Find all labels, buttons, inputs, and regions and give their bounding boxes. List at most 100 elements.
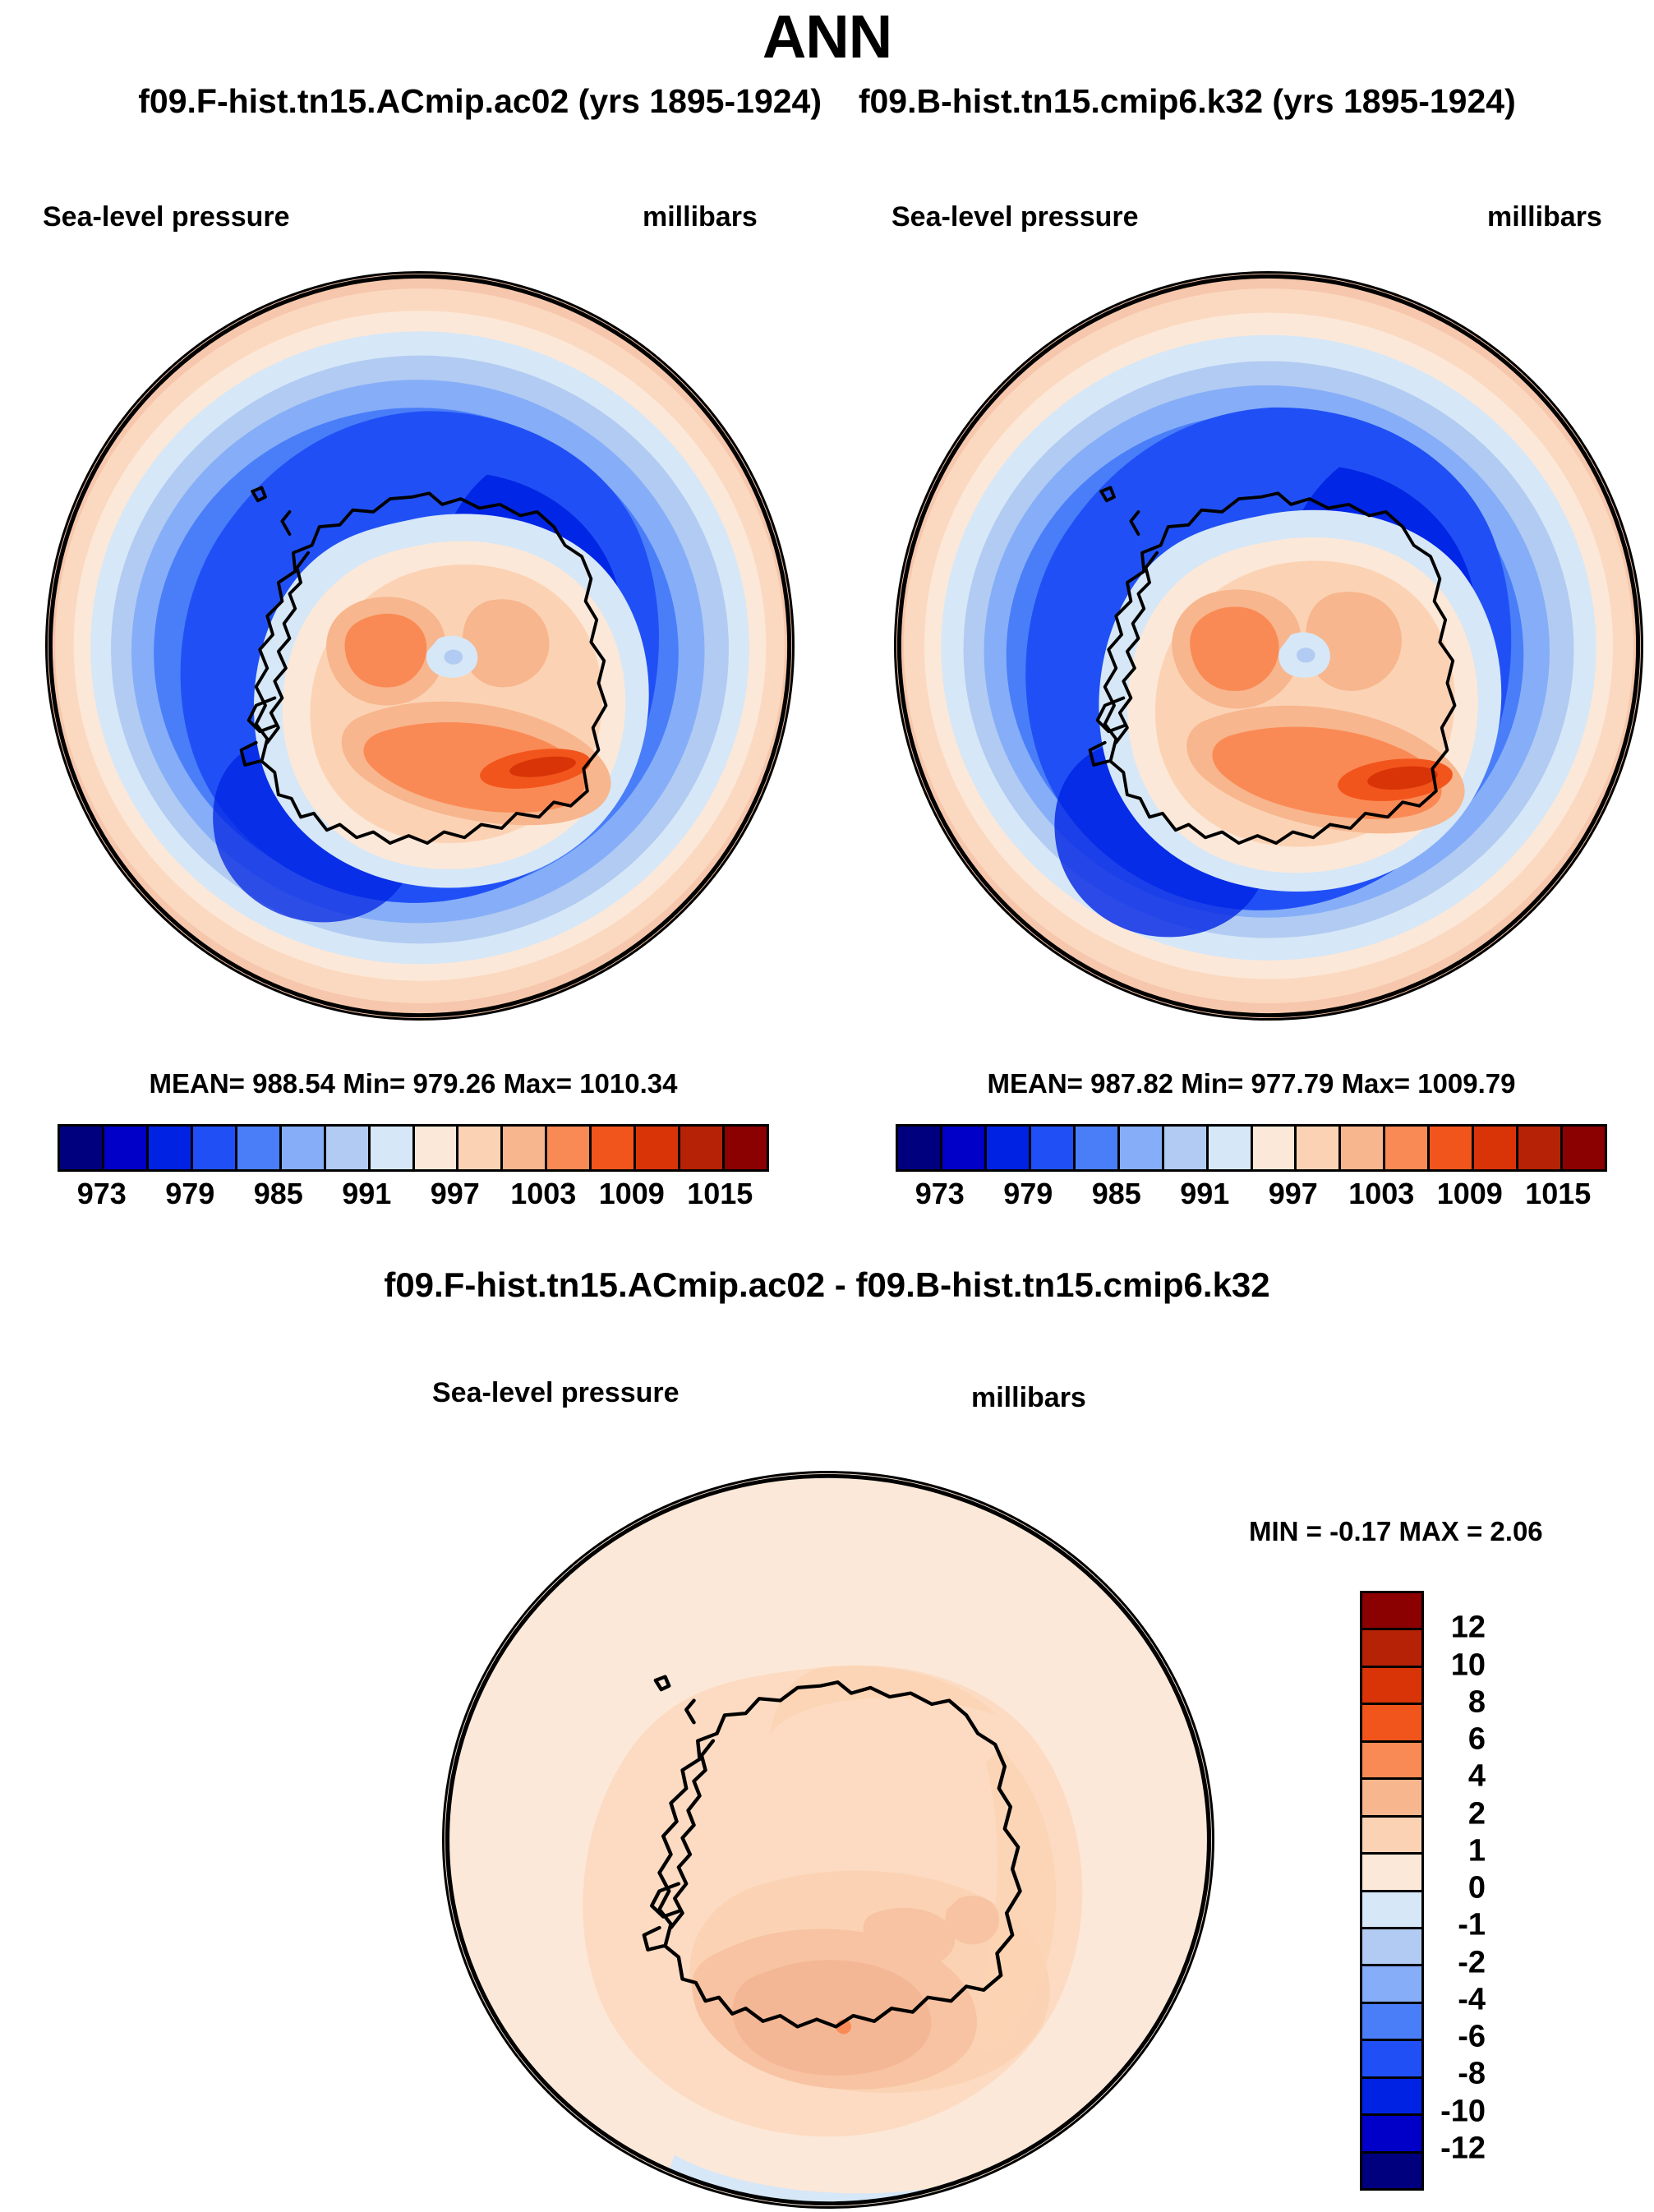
- colorbar-tick-label: 973: [76, 1177, 127, 1210]
- colorbar-tick-label: 991: [1180, 1177, 1230, 1210]
- colorbar-tick-label: 1: [1467, 1833, 1486, 1869]
- colorbar-swatch: [1362, 2153, 1421, 2188]
- colorbar-tick-label: 1003: [1348, 1177, 1415, 1210]
- colorbar-tick-label: 4: [1467, 1758, 1486, 1794]
- colorbar-swatch: [1362, 1966, 1421, 2004]
- colorbar-left[interactable]: [58, 1124, 769, 1172]
- colorbar-swatch: [1119, 1127, 1164, 1169]
- colorbar-swatch: [898, 1127, 942, 1169]
- colorbar-tick-label: 0: [1467, 1870, 1486, 1906]
- colorbar-tick-label: 8: [1467, 1684, 1486, 1720]
- colorbar-swatch: [1252, 1127, 1297, 1169]
- colorbar-swatch: [1030, 1127, 1076, 1169]
- colorbar-swatch: [60, 1127, 104, 1169]
- colorbar-tick-label: 973: [915, 1177, 965, 1210]
- colorbar-swatch: [503, 1127, 548, 1169]
- map-panel-difference[interactable]: [442, 1471, 1214, 2209]
- diff-units-label: millibars: [971, 1382, 1086, 1413]
- map-panel-right[interactable]: [894, 271, 1643, 1021]
- colorbar-swatch: [725, 1127, 767, 1169]
- colorbar-swatch: [636, 1127, 681, 1169]
- panel-title-right: f09.B-hist.tn15.cmip6.k32 (yrs 1895-1924…: [858, 82, 1516, 120]
- colorbar-ticks-left: 973 979 985 991 997 1003 1009 1015: [58, 1177, 769, 1214]
- colorbar-swatch: [547, 1127, 592, 1169]
- colorbar-tick-label: -8: [1458, 2056, 1486, 2091]
- colorbar-swatch: [680, 1127, 726, 1169]
- colorbar-tick-label: 979: [1003, 1177, 1053, 1210]
- colorbar-swatch: [1362, 1630, 1421, 1668]
- stats-left: MEAN= 988.54 Min= 979.26 Max= 1010.34: [149, 1068, 678, 1099]
- colorbar-swatch: [942, 1127, 987, 1169]
- diff-variable-label: Sea-level pressure: [432, 1377, 680, 1408]
- colorbar-swatch: [1297, 1127, 1342, 1169]
- colorbar-swatch: [592, 1127, 637, 1169]
- panel-titles-row: f09.F-hist.tn15.ACmip.ac02 (yrs 1895-192…: [0, 82, 1654, 121]
- colorbar-difference-ticks: 12 10 8 6 4 2 1 0 -1 -2 -4 -6 -8 -10 -12: [1436, 1591, 1535, 2186]
- colorbar-swatch: [1341, 1127, 1386, 1169]
- colorbar-swatch: [325, 1127, 371, 1169]
- colorbar-tick-label: 1009: [598, 1177, 665, 1210]
- colorbar-swatch: [281, 1127, 326, 1169]
- map-panel-left[interactable]: [45, 271, 795, 1021]
- colorbar-tick-label: -6: [1458, 2019, 1486, 2054]
- colorbar-tick-label: -10: [1440, 2094, 1486, 2128]
- contour-field-right: [896, 274, 1641, 1018]
- colorbar-swatch: [1163, 1127, 1209, 1169]
- colorbar-tick-label: 985: [1091, 1177, 1141, 1210]
- colorbar-swatch: [1362, 1742, 1421, 1781]
- colorbar-tick-label: 985: [253, 1177, 303, 1210]
- colorbar-swatch: [1430, 1127, 1475, 1169]
- colorbar-tick-label: 991: [342, 1177, 392, 1210]
- globe-left: [45, 271, 795, 1021]
- colorbar-swatch: [1362, 1817, 1421, 1855]
- left-variable-label: Sea-level pressure: [43, 201, 290, 233]
- colorbar-swatch: [192, 1127, 237, 1169]
- colorbar-swatch: [104, 1127, 149, 1169]
- colorbar-tick-label: -2: [1458, 1945, 1486, 1979]
- colorbar-swatch: [1362, 1855, 1421, 1892]
- colorbar-tick-label: 2: [1467, 1796, 1486, 1831]
- colorbar-swatch: [148, 1127, 193, 1169]
- colorbar-tick-label: 997: [430, 1177, 480, 1210]
- globe-right: [894, 271, 1643, 1021]
- stats-right: MEAN= 987.82 Min= 977.79 Max= 1009.79: [987, 1068, 1516, 1099]
- colorbar-swatch: [1362, 2003, 1421, 2042]
- colorbar-tick-label: 1003: [510, 1177, 577, 1210]
- colorbar-tick-label: 979: [165, 1177, 215, 1210]
- colorbar-swatch: [1362, 2041, 1421, 2079]
- right-variable-label: Sea-level pressure: [892, 201, 1139, 233]
- globe-difference: [442, 1471, 1214, 2209]
- colorbar-difference[interactable]: [1360, 1591, 1424, 2191]
- colorbar-right[interactable]: [896, 1124, 1607, 1172]
- colorbar-swatch: [1474, 1127, 1519, 1169]
- colorbar-tick-label: 12: [1450, 1610, 1486, 1645]
- colorbar-swatch: [1385, 1127, 1431, 1169]
- colorbar-tick-label: 1009: [1436, 1177, 1503, 1210]
- colorbar-swatch: [1075, 1127, 1120, 1169]
- colorbar-tick-label: -1: [1458, 1907, 1486, 1942]
- colorbar-tick-label: 1015: [1525, 1177, 1592, 1210]
- left-units-label: millibars: [643, 201, 758, 233]
- difference-title: f09.F-hist.tn15.ACmip.ac02 - f09.B-hist.…: [384, 1265, 1270, 1304]
- contour-field-left: [48, 274, 792, 1018]
- colorbar-ticks-right: 973 979 985 991 997 1003 1009 1015: [896, 1177, 1607, 1214]
- colorbar-swatch: [414, 1127, 459, 1169]
- colorbar-swatch: [1362, 1929, 1421, 1967]
- colorbar-swatch: [458, 1127, 504, 1169]
- colorbar-swatch: [1362, 2078, 1421, 2117]
- colorbar-swatch: [370, 1127, 415, 1169]
- diff-minmax-label: MIN = -0.17 MAX = 2.06: [1249, 1516, 1543, 1546]
- colorbar-tick-label: -4: [1458, 1982, 1486, 2017]
- right-units-label: millibars: [1487, 201, 1602, 233]
- page-title: ANN: [762, 2, 892, 71]
- colorbar-tick-label: -12: [1440, 2131, 1486, 2166]
- contour-field-difference: [445, 1473, 1212, 2206]
- colorbar-swatch: [1362, 2116, 1421, 2154]
- panel-title-left: f09.F-hist.tn15.ACmip.ac02 (yrs 1895-192…: [138, 82, 822, 120]
- colorbar-swatch: [237, 1127, 282, 1169]
- colorbar-swatch: [986, 1127, 1031, 1169]
- colorbar-swatch: [1362, 1593, 1421, 1631]
- colorbar-tick-label: 10: [1450, 1647, 1486, 1682]
- colorbar-swatch: [1362, 1780, 1421, 1818]
- colorbar-swatch: [1518, 1127, 1564, 1169]
